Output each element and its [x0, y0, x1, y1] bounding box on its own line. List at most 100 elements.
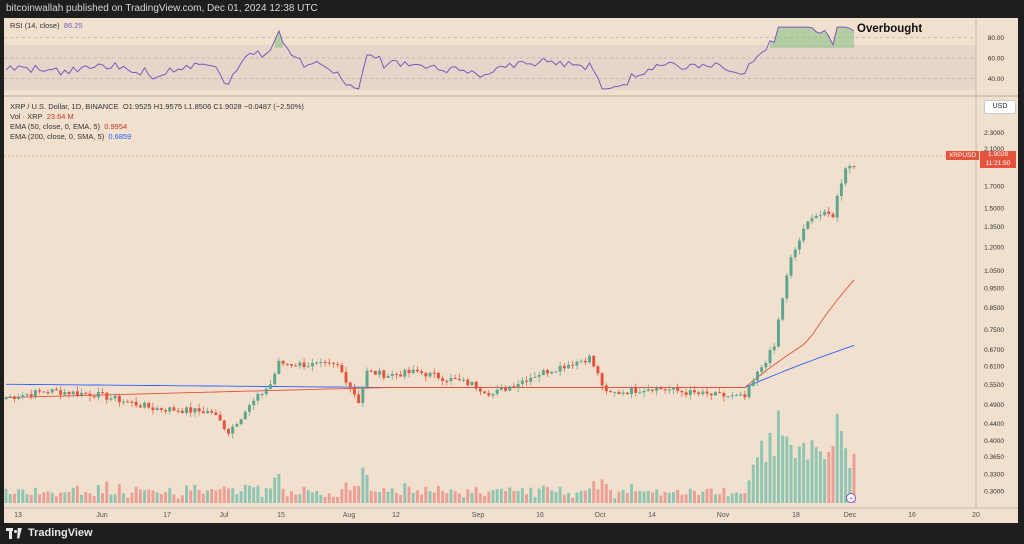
volume-bar [508, 487, 512, 503]
volume-bar [575, 492, 579, 503]
volume-bar [441, 490, 445, 503]
volume-bar [659, 495, 663, 503]
candle-body [285, 363, 289, 365]
ohlc-change: −0.0487 (−2.50%) [243, 102, 304, 111]
time-tick-label: Dec [844, 512, 857, 519]
volume-bar [260, 496, 264, 503]
candle-body [806, 221, 810, 229]
volume-bar [71, 487, 75, 503]
currency-button[interactable]: USD [984, 100, 1016, 114]
overbought-fill-segment [791, 27, 796, 48]
volume-bar [814, 447, 818, 503]
volume-bar [445, 492, 449, 503]
candle-body [453, 377, 457, 379]
add-indicator-icon[interactable] [846, 493, 856, 503]
volume-bar [302, 487, 306, 503]
candle-body [508, 386, 512, 391]
volume-bar [630, 483, 633, 503]
overbought-annotation: Overbought [857, 23, 923, 35]
price-tick-label: 0.6100 [984, 364, 1004, 371]
candle-body [206, 410, 209, 414]
volume-bar [269, 488, 272, 503]
volume-bar [768, 432, 772, 503]
price-tick-label: 2.3000 [984, 130, 1004, 137]
volume-bar [189, 490, 193, 503]
volume-bar [667, 492, 671, 503]
candle-body [722, 392, 726, 397]
price-tick-label: 0.4900 [984, 402, 1004, 409]
volume-bar [415, 490, 419, 503]
ema200-legend: EMA (200, close, 0, SMA, 5) 0.6859 [10, 132, 131, 141]
volume-label: Vol · XRP [10, 112, 43, 121]
candle-body [344, 372, 348, 383]
time-tick-labels: 13 Jun 17 Jul 15 Aug 12 Sep 16 Oct 14 Nov 18 Dec 16 20 [14, 512, 980, 519]
candle-body [269, 384, 272, 389]
candle-body [596, 366, 600, 374]
volume-bar [42, 492, 46, 503]
volume-bar [529, 487, 533, 503]
volume-bar [596, 489, 600, 503]
candle-body [176, 410, 180, 412]
volume-bar [151, 490, 155, 503]
volume-bar [289, 491, 293, 503]
candle-body [571, 364, 575, 366]
candle-body [180, 410, 184, 414]
price-chart-svg[interactable]: 40.00 60.00 80.00 2.3000 2.1000 1.7000 1.5000… [4, 18, 1018, 523]
candle-body [273, 373, 277, 385]
ema200-label: EMA (200, close, 0, SMA, 5) [10, 132, 105, 141]
volume-bar [130, 492, 134, 503]
ema50-line [5, 279, 855, 399]
tradingview-logo[interactable]: TradingView [6, 527, 93, 539]
volume-bar [688, 488, 692, 503]
volume-bar [67, 492, 71, 503]
overbought-fill-segment [795, 27, 800, 48]
candle-body [197, 408, 201, 412]
volume-bar [214, 490, 218, 503]
candle-body [80, 392, 84, 396]
publisher-bar: bitcoinwallah published on TradingView.c… [0, 0, 1024, 18]
candle-body [491, 393, 495, 396]
candle-body [588, 355, 591, 363]
tradingview-mark-icon [6, 527, 22, 539]
volume-bar [252, 487, 256, 503]
volume-bar [642, 491, 646, 503]
volume-bar [394, 492, 398, 503]
volume-bar [709, 488, 713, 503]
ema200-line [6, 344, 855, 388]
candle-body [159, 408, 163, 410]
candle-body [592, 355, 596, 367]
ohlc-close: C1.9028 [213, 102, 242, 111]
candle-body [252, 400, 256, 406]
volume-bar [827, 452, 831, 503]
candle-body [201, 411, 205, 414]
volume-bar [726, 496, 730, 503]
candle-body [101, 392, 105, 394]
volume-bar [462, 497, 466, 503]
candle-body [499, 387, 503, 390]
candle-body [357, 394, 361, 404]
candle-body [348, 382, 352, 388]
candle-body [218, 414, 222, 421]
volume-bar [88, 493, 92, 503]
volume-bar [386, 491, 390, 503]
price-tick-label: 0.3650 [984, 454, 1004, 461]
volume-bar [285, 496, 289, 503]
volume-bar [80, 494, 84, 503]
candle-body [852, 165, 856, 167]
volume-bar [25, 494, 29, 503]
volume-bar [680, 494, 684, 503]
candle-body [567, 364, 571, 369]
candle-body [331, 363, 335, 365]
candle-body [768, 350, 772, 364]
candle-body [474, 381, 478, 389]
candle-body [621, 392, 625, 394]
volume-bar [176, 498, 180, 503]
volume-bar [84, 492, 88, 503]
volume-bar [504, 490, 508, 503]
candle-body [827, 211, 831, 214]
volume-bar [231, 488, 235, 503]
candle-body [684, 392, 688, 395]
volume-bar [96, 485, 100, 503]
overbought-fill-segment [782, 27, 787, 48]
chart-canvas[interactable]: 40.00 60.00 80.00 2.3000 2.1000 1.7000 1.5000… [4, 18, 1018, 523]
